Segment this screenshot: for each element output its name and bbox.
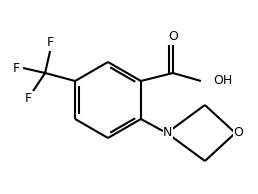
Text: OH: OH (213, 74, 232, 87)
Text: O: O (233, 126, 243, 139)
Text: N: N (163, 126, 173, 139)
Text: O: O (168, 30, 178, 43)
Text: F: F (46, 36, 54, 49)
Text: F: F (13, 61, 20, 74)
Text: F: F (25, 92, 32, 105)
